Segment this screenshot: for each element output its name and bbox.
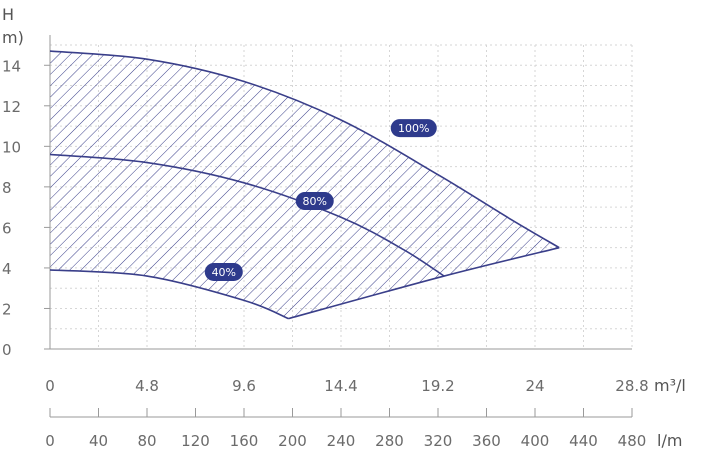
- y-tick-label: 4: [2, 260, 12, 278]
- y-axis-title: H: [2, 5, 14, 24]
- x2-axis-unit: l/m: [657, 431, 682, 450]
- x2-tick-label: 120: [181, 432, 210, 450]
- badge-100pct: [390, 119, 437, 138]
- x2-tick-label: 200: [278, 432, 307, 450]
- y-tick-label: 12: [2, 98, 21, 116]
- x-tick-label: 0: [45, 377, 55, 395]
- series-line-40pct: [49, 269, 289, 320]
- x2-tick-label: 280: [375, 432, 404, 450]
- y-tick-label: 6: [2, 219, 12, 237]
- x-tick-label: 9.6: [232, 377, 256, 395]
- x2-tick-label: 440: [569, 432, 598, 450]
- y-tick-label: 14: [2, 57, 21, 75]
- y-tick-label: 8: [2, 179, 12, 197]
- x2-tick-label: 160: [230, 432, 259, 450]
- hatched-area: [50, 51, 560, 319]
- x2-tick-label: 320: [424, 432, 453, 450]
- x2-tick-label: 480: [618, 432, 647, 450]
- x2-tick-label: 360: [472, 432, 501, 450]
- x-axis-unit: m³/l: [654, 376, 686, 395]
- badge-80pct: [295, 192, 334, 211]
- axes: [44, 35, 633, 418]
- series-line-envelope: [288, 246, 560, 320]
- badge-label: 100%: [398, 122, 429, 135]
- badge-label: 40%: [212, 266, 236, 279]
- x-tick-label: 14.4: [324, 377, 357, 395]
- badge-label: 80%: [303, 195, 327, 208]
- x2-tick-label: 40: [89, 432, 108, 450]
- x-tick-label: 24: [525, 377, 544, 395]
- series-line-100pct: [49, 50, 560, 249]
- x2-tick-label: 240: [327, 432, 356, 450]
- series-line-80pct: [49, 153, 445, 277]
- x-tick-label: 19.2: [421, 377, 454, 395]
- series: [49, 50, 560, 320]
- x-tick-label: 4.8: [135, 377, 159, 395]
- y-axis-unit: m): [2, 28, 24, 47]
- x2-tick-label: 80: [137, 432, 156, 450]
- operating-region: [50, 51, 560, 319]
- badge-40pct: [204, 262, 243, 281]
- x2-tick-label: 0: [45, 432, 55, 450]
- y-tick-label: 10: [2, 138, 21, 156]
- y-tick-label: 0: [2, 341, 12, 359]
- x2-tick-label: 400: [521, 432, 550, 450]
- y-tick-label: 2: [2, 300, 12, 318]
- badges: 100% 80% 40%: [204, 119, 437, 281]
- x-tick-label: 28.8: [615, 377, 648, 395]
